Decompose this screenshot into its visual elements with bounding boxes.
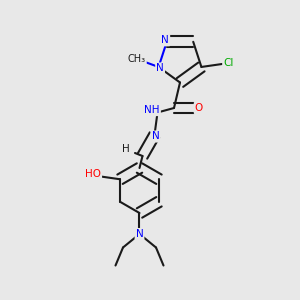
Text: NH: NH [144, 105, 160, 115]
Text: CH₃: CH₃ [128, 54, 146, 64]
Text: N: N [136, 229, 143, 239]
Text: O: O [195, 103, 203, 113]
Text: N: N [152, 131, 159, 142]
Text: N: N [156, 64, 164, 74]
Text: N: N [161, 35, 169, 45]
Text: H: H [122, 144, 129, 154]
Text: HO: HO [85, 169, 101, 179]
Text: Cl: Cl [223, 58, 234, 68]
